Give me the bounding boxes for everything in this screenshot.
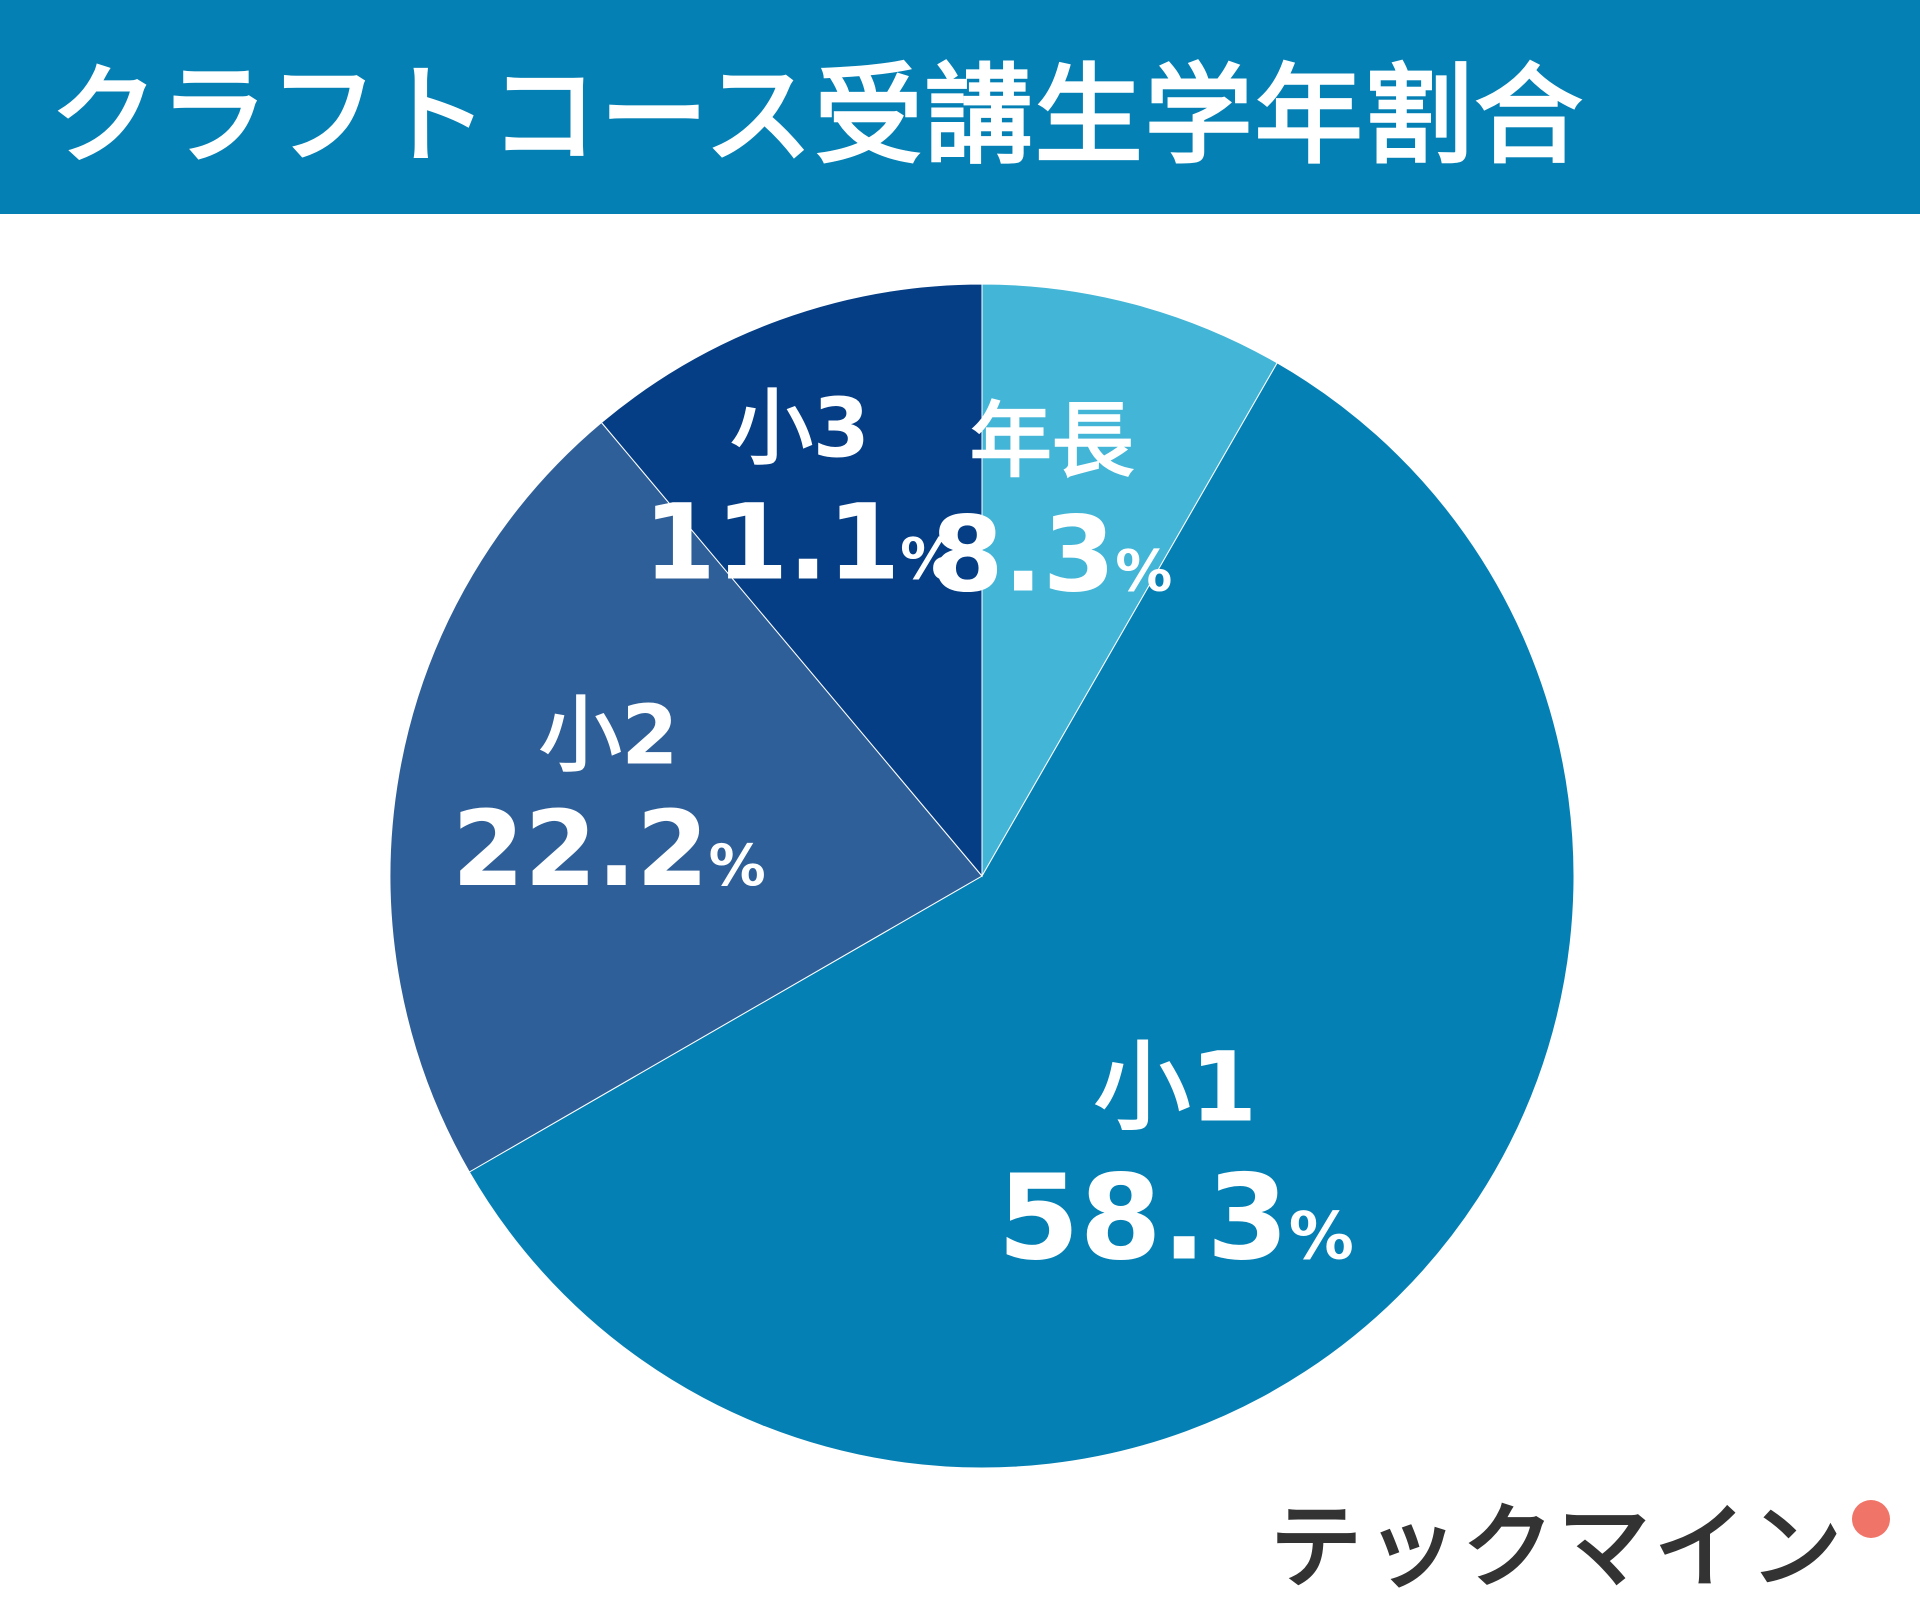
- title-bar: クラフトコース受講生学年割合: [0, 0, 1920, 214]
- pie-slice-2: [468, 362, 1575, 1469]
- slice-value-label-4: 11.1%: [643, 481, 957, 603]
- pie-slice-4: [600, 283, 983, 878]
- slice-name-label-1: 年長: [970, 394, 1135, 489]
- slice-value-label-1: 8.3%: [931, 494, 1172, 616]
- chart-title: クラフトコース受講生学年割合: [50, 54, 1585, 179]
- pie-slice-3: [389, 421, 983, 1173]
- brand-name: テックマイン: [1269, 1493, 1846, 1601]
- slice-name-label-2: 小1: [1094, 1032, 1257, 1144]
- slice-name-label-3: 小2: [539, 688, 678, 783]
- slice-name-label-4: 小3: [731, 382, 870, 477]
- pie-slices: [389, 283, 1575, 1469]
- slice-value-label-3: 22.2%: [452, 788, 766, 910]
- brand-dot-icon: [1852, 1500, 1890, 1538]
- pie-slice-1: [981, 283, 1278, 878]
- slice-value-label-2: 58.3%: [998, 1149, 1354, 1287]
- brand-logo: テックマイン: [1270, 1484, 1890, 1601]
